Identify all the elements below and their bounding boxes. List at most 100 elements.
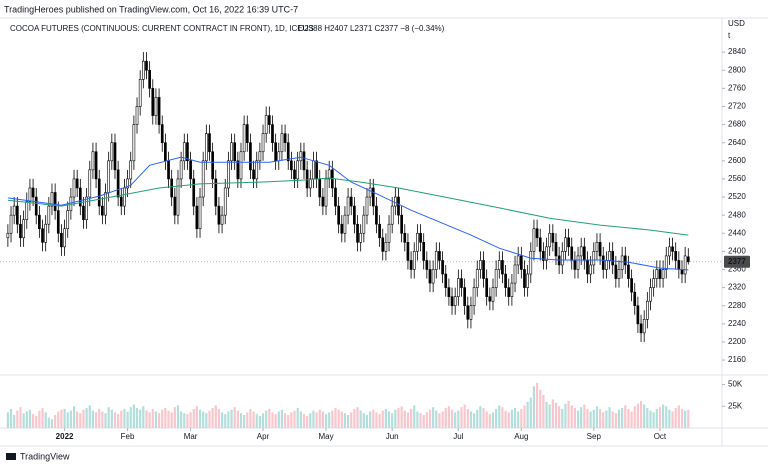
volume-bar xyxy=(230,409,233,428)
candle-body xyxy=(680,269,684,275)
volume-bar xyxy=(526,401,529,428)
volume-bar xyxy=(113,412,117,428)
y-tick-label: 2840 xyxy=(728,47,746,56)
volume-bar xyxy=(580,407,583,428)
x-tick-label: Mar xyxy=(184,432,198,441)
volume-bar xyxy=(195,406,198,428)
volume-bar xyxy=(139,409,142,428)
candle-body xyxy=(132,124,136,162)
candle-body xyxy=(63,228,66,248)
volume-bar xyxy=(479,406,482,428)
x-tick-label: Jul xyxy=(453,432,463,441)
candle-body xyxy=(598,242,602,257)
volume-bar xyxy=(299,411,302,428)
volume-bar xyxy=(157,413,161,428)
candle-body xyxy=(535,228,539,239)
y-tick-label: 2400 xyxy=(728,246,746,255)
volume-bar xyxy=(88,405,91,428)
volume-bar xyxy=(532,386,536,428)
candle-body xyxy=(576,255,580,270)
candle-body xyxy=(198,196,202,230)
candle-body xyxy=(362,214,366,234)
candle-body xyxy=(611,251,615,266)
candle-body xyxy=(245,124,249,143)
candle-body xyxy=(504,273,507,288)
volume-bar xyxy=(60,409,63,428)
candle-body xyxy=(227,160,230,189)
volume-bar xyxy=(583,404,586,428)
candle-body xyxy=(513,264,517,284)
candle-body xyxy=(38,214,41,230)
volume-tick-label: 25K xyxy=(728,401,743,410)
candle-body xyxy=(507,287,511,297)
candle-body xyxy=(406,242,410,261)
candle-body xyxy=(214,178,218,207)
volume-bar xyxy=(302,414,306,428)
volume-bar xyxy=(561,408,564,428)
volume-bar xyxy=(658,407,662,428)
volume-bar xyxy=(31,414,35,428)
candle-body xyxy=(630,278,633,293)
candle-body xyxy=(554,242,558,257)
volume-bar xyxy=(19,407,22,428)
volume-bar xyxy=(472,413,476,428)
volume-bar xyxy=(239,413,243,428)
candle-body xyxy=(542,251,545,261)
volume-bar xyxy=(476,409,479,428)
candle-body xyxy=(44,223,48,243)
volume-bar xyxy=(315,412,318,428)
candle-body xyxy=(116,169,120,198)
candle-body xyxy=(22,219,25,239)
candle-body xyxy=(668,246,671,257)
candle-body xyxy=(267,115,271,125)
volume-bar xyxy=(280,409,284,428)
volume-bar xyxy=(507,412,510,428)
volume-bar xyxy=(296,408,299,428)
candle-body xyxy=(463,287,466,307)
volume-bar xyxy=(617,409,621,428)
volume-bar xyxy=(680,408,684,428)
volume-bar xyxy=(655,408,658,428)
candle-body xyxy=(683,255,687,275)
volume-bar xyxy=(416,411,419,428)
candle-body xyxy=(192,178,196,207)
candle-body xyxy=(283,133,287,143)
volume-bar xyxy=(25,411,28,428)
volume-bar xyxy=(154,411,158,428)
volume-bar xyxy=(202,411,205,428)
volume-bar xyxy=(170,412,173,428)
volume-bar xyxy=(63,408,66,428)
volume-bar xyxy=(135,408,139,428)
y-tick-label: 2240 xyxy=(728,319,746,328)
volume-bar xyxy=(627,408,630,428)
volume-bar xyxy=(413,405,416,428)
candle-body xyxy=(441,260,444,275)
candle-body xyxy=(239,151,243,180)
candle-body xyxy=(82,205,85,220)
volume-bar xyxy=(35,415,38,428)
volume-bar xyxy=(391,413,394,428)
volume-bar xyxy=(636,403,639,428)
volume-bar xyxy=(428,409,432,428)
candle-body xyxy=(126,178,129,189)
volume-bar xyxy=(621,408,624,428)
volume-bar xyxy=(274,414,277,428)
volume-bar xyxy=(161,409,164,428)
volume-bar xyxy=(384,408,387,428)
volume-bar xyxy=(665,406,668,428)
candle-body xyxy=(636,305,640,325)
volume-bar xyxy=(435,410,438,428)
x-tick-label: Sep xyxy=(587,432,602,441)
candle-body xyxy=(583,246,586,261)
candle-body xyxy=(655,269,659,279)
candle-body xyxy=(545,246,548,261)
candle-body xyxy=(34,196,38,216)
candle-body xyxy=(189,160,192,180)
candle-body xyxy=(312,160,315,180)
candle-body xyxy=(321,196,325,207)
y-tick-label: 2680 xyxy=(728,120,746,129)
volume-bar xyxy=(57,411,60,428)
volume-bar xyxy=(551,399,554,428)
volume-bar xyxy=(362,413,365,428)
